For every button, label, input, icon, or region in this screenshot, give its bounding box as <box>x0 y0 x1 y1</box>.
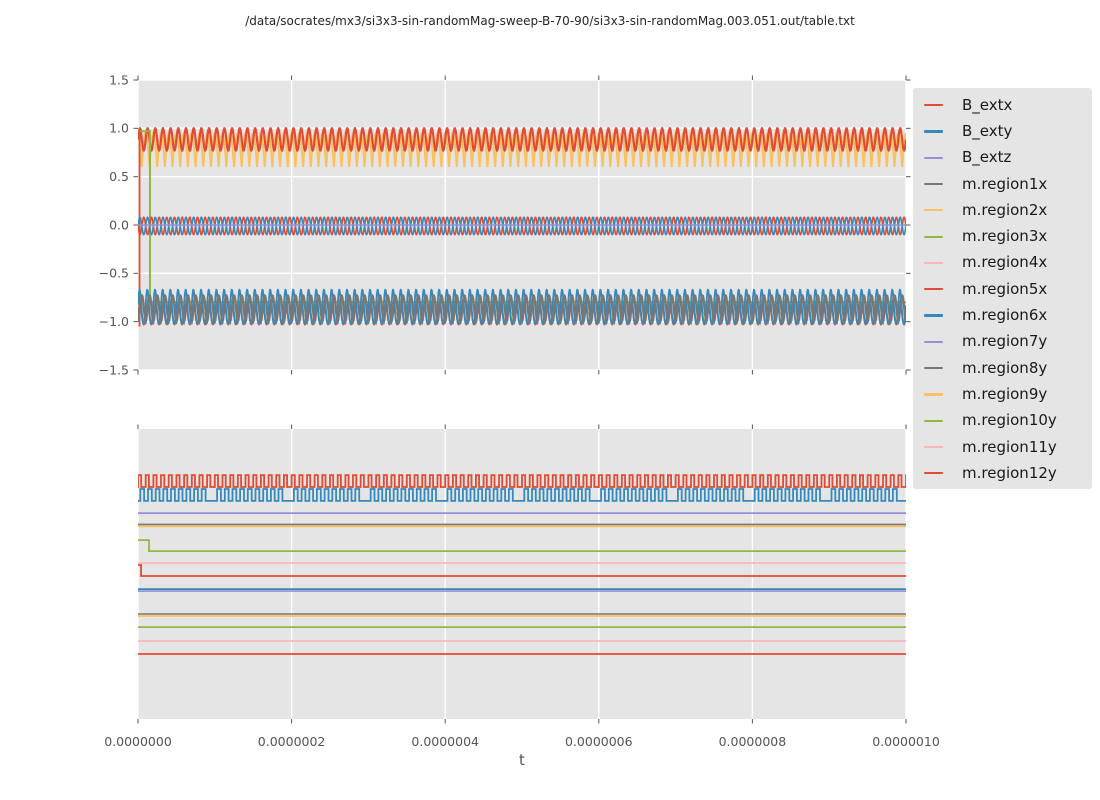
series-upper-band-red-osc <box>138 127 906 152</box>
y-tick-label: 0.5 <box>109 169 129 184</box>
blue-line-swatch <box>924 314 943 317</box>
legend-label: m.region3x <box>962 227 1048 246</box>
blue-line-swatch <box>924 130 943 133</box>
green-line-swatch <box>924 419 943 422</box>
legend-entry: m.region9y <box>913 381 1092 407</box>
red-line-swatch <box>924 472 943 475</box>
x-axis-label: t <box>519 751 525 769</box>
legend-label: B_exty <box>962 121 1013 140</box>
purple-line-swatch <box>924 156 943 159</box>
legend-entry: m.region2x <box>913 197 1092 223</box>
legend-entry: m.region3x <box>913 223 1092 249</box>
legend-label: m.region11y <box>962 437 1057 456</box>
legend-entry: m.region1x <box>913 171 1092 197</box>
legend-label: m.region4x <box>962 253 1048 272</box>
legend-entry: m.region7y <box>913 329 1092 355</box>
series-square-blue <box>138 488 906 502</box>
x-tick-label: 0.0000000 <box>104 734 172 749</box>
pink-line-swatch <box>924 445 943 449</box>
purple-line-swatch <box>924 340 943 343</box>
legend: B_extx B_exty B_extz m.region1x m.region2x m.… <box>913 88 1092 489</box>
y-tick-label: −0.5 <box>99 266 129 281</box>
gray-line-swatch <box>924 182 943 186</box>
plot-area <box>138 429 906 719</box>
legend-label: m.region10y <box>962 411 1057 430</box>
series-square-red <box>138 474 906 488</box>
pink-line-swatch <box>924 261 943 265</box>
x-tick-label: 0.0000002 <box>258 734 326 749</box>
y-tick-label: 0.0 <box>109 217 129 232</box>
legend-label: m.region6x <box>962 306 1048 325</box>
legend-label: m.region5x <box>962 279 1048 298</box>
orange-line-swatch <box>924 209 943 212</box>
y-tick-label: 1.0 <box>109 121 129 136</box>
legend-entry: m.region6x <box>913 302 1092 328</box>
legend-label: B_extz <box>962 148 1012 167</box>
x-tick-label: 0.0000006 <box>565 734 633 749</box>
legend-entry: B_exty <box>913 118 1092 144</box>
red-line-swatch <box>924 288 943 291</box>
legend-label: m.region2x <box>962 200 1048 219</box>
y-tick-label: −1.0 <box>99 314 129 329</box>
green-line-swatch <box>924 235 943 238</box>
series-step-green <box>138 539 906 552</box>
figure-title: /data/socrates/mx3/si3x3-sin-randomMag-s… <box>245 14 855 28</box>
x-tick-label: 0.0000008 <box>719 734 787 749</box>
x-tick-label: 0.0000004 <box>411 734 479 749</box>
x-tick-label: 0.0000010 <box>872 734 940 749</box>
legend-entry: m.region11y <box>913 434 1092 460</box>
legend-entry: m.region10y <box>913 408 1092 434</box>
legend-label: B_extx <box>962 95 1013 114</box>
legend-label: m.region9y <box>962 384 1048 403</box>
series-lower-band-gray-spikes <box>138 294 906 326</box>
legend-entry: B_extz <box>913 145 1092 171</box>
legend-label: m.region12y <box>962 463 1057 482</box>
legend-label: m.region8y <box>962 358 1048 377</box>
legend-label: m.region7y <box>962 332 1048 351</box>
legend-entry: B_extx <box>913 92 1092 118</box>
legend-entry: m.region4x <box>913 250 1092 276</box>
series-step-red <box>138 564 906 577</box>
legend-entry: m.region12y <box>913 460 1092 486</box>
legend-entry: m.region5x <box>913 276 1092 302</box>
legend-label: m.region1x <box>962 174 1048 193</box>
red-line-swatch <box>924 104 943 107</box>
legend-entry: m.region8y <box>913 355 1092 381</box>
y-tick-label: −1.5 <box>99 362 129 377</box>
y-tick-label: 1.5 <box>109 72 129 87</box>
gray-line-swatch <box>924 367 943 370</box>
orange-line-swatch <box>924 393 943 396</box>
series-mid-band-blue-osc <box>138 216 906 236</box>
